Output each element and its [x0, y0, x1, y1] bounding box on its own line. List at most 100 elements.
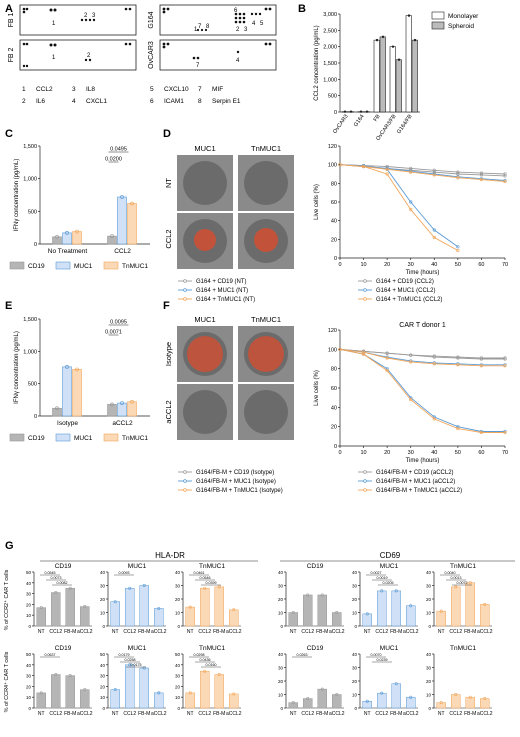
y-tick-label: 50 [175, 652, 181, 657]
subplot-title: CD19 [307, 563, 324, 570]
p-value: 0.0019 [377, 576, 388, 580]
legend-label: TnMUC1 [122, 263, 148, 270]
micro-row-label: NT [164, 178, 173, 188]
data-point [320, 687, 324, 691]
chart-f: 0 20 40 60 80 100 120 Live cells (%) 0 10 20 30 40 50… [178, 322, 508, 494]
red-signal [194, 229, 216, 251]
bar [107, 404, 117, 417]
x-tick-label: 60 [478, 262, 484, 268]
data-point [291, 701, 295, 705]
bar [406, 605, 416, 627]
data-point [468, 581, 472, 585]
y-tick-label: 10 [175, 695, 181, 700]
data-point [409, 200, 413, 204]
y-tick-label: 0 [28, 624, 31, 629]
data-point [413, 38, 417, 42]
x-tick-label: OvCAR3 [332, 114, 349, 135]
data-point [432, 417, 436, 421]
x-tick-label: 20 [384, 450, 390, 456]
data-point [365, 110, 369, 113]
spheroid [244, 161, 288, 205]
y-tick-label: 30 [100, 674, 106, 679]
legend-number: 5 [150, 86, 154, 93]
p-value: 0.0239 [377, 658, 388, 662]
data-point [120, 195, 124, 199]
legend-number: 8 [198, 98, 202, 105]
legend-marker [363, 488, 367, 492]
series-line [339, 164, 459, 251]
x-tick-label: 60 [478, 450, 484, 456]
y-tick-label: 20 [426, 679, 432, 684]
legend-label: G164 + CD19 (CCL2) [376, 279, 434, 285]
x-tick-label: FB-M [390, 711, 402, 717]
bar [72, 231, 82, 245]
micro-col-label: MUC1 [194, 144, 215, 153]
legend-label: MUC1 [74, 435, 93, 442]
data-point [157, 691, 161, 695]
x-tick-label: CCL2 [375, 629, 388, 635]
legend-label: CXCL10 [164, 86, 189, 93]
x-tick-label: NT [438, 629, 445, 635]
x-tick-label: FB-M [316, 711, 328, 717]
y-tick-label: 40 [100, 570, 106, 575]
y-tick-label: 40 [175, 663, 181, 668]
p-value: 0.0258 [125, 658, 136, 662]
x-tick-label: aCCL2 [329, 711, 345, 717]
p-value: 0.0013 [451, 576, 462, 580]
legend-marker [363, 479, 367, 483]
y-tick-label: 40 [352, 570, 358, 575]
data-point [54, 673, 58, 677]
panel-label-e: E [5, 300, 12, 312]
y-tick-label: 100 [328, 163, 337, 169]
x-tick-label: NT [364, 629, 371, 635]
bar [436, 702, 446, 709]
y-tick-label: 30 [352, 666, 358, 671]
subplot-title: TnMUC1 [199, 563, 225, 570]
y-axis-label: IFNγ concentration (pg/mL) [14, 331, 20, 404]
data-point [306, 593, 310, 597]
data-point [83, 688, 87, 692]
series-line [339, 164, 506, 175]
y-tick-label: 30 [26, 674, 32, 679]
blot-name-fb2: FB 2 [8, 48, 15, 63]
y-tick-label: 80 [331, 181, 337, 187]
bar [229, 609, 239, 627]
y-tick-label: 100 [328, 347, 337, 353]
legend-marker [183, 297, 187, 301]
y-tick-label: 0 [428, 624, 431, 629]
y-tick-label: 10 [278, 693, 284, 698]
y-tick-label: 30 [26, 592, 32, 597]
subplot-title: CD19 [307, 645, 324, 652]
blot-num: 2 [87, 53, 91, 59]
blot-name-fb1: FB 1 [8, 13, 15, 28]
series-line [339, 164, 459, 248]
blot-num: 1 [52, 21, 56, 27]
data-point [39, 606, 43, 610]
y-tick-label: 1,000 [323, 77, 337, 83]
x-tick-label: 0 [338, 262, 341, 268]
data-point [343, 110, 347, 113]
panel-f-micrographs: MUC1 TnMUC1 Isotype aCCL2 [164, 315, 294, 440]
x-tick-label: CCL2 [198, 711, 211, 717]
bar [62, 232, 72, 245]
bar [411, 39, 418, 113]
data-point [188, 691, 192, 695]
subplot-title: TnMUC1 [450, 645, 476, 652]
legend-number: 3 [72, 86, 76, 93]
legend-marker [183, 470, 187, 474]
blot-name-ovcar3: OvCAR3 [148, 41, 155, 69]
bar [62, 366, 72, 417]
legend-marker [183, 488, 187, 492]
legend-swatch [103, 261, 119, 270]
x-tick-label: FB-M [64, 711, 76, 717]
legend-label: IL8 [86, 86, 95, 93]
spheroid [244, 390, 288, 434]
data-point [483, 602, 487, 606]
chart-b: 0 500 1,000 1,500 2,000 2,500 3,000 CCL2 concen… [314, 11, 479, 142]
p-value: 0.0205 [383, 581, 394, 585]
bar [214, 586, 224, 627]
bar [288, 702, 298, 709]
bar [389, 46, 396, 113]
bar [395, 59, 402, 113]
